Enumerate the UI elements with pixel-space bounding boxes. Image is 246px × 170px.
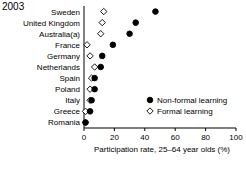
legend-label: Formal learning	[157, 107, 213, 116]
marker	[147, 97, 153, 103]
x-tick-label: 80	[201, 133, 210, 142]
category-label: Poland	[55, 85, 80, 94]
marker	[91, 64, 97, 70]
x-tick	[84, 128, 85, 131]
category-label: United Kingdom	[23, 19, 80, 28]
x-tick-label: 60	[171, 133, 180, 142]
marker	[101, 8, 107, 14]
marker	[82, 119, 88, 125]
marker	[133, 20, 139, 26]
x-tick	[205, 128, 206, 131]
marker	[99, 19, 105, 25]
category-label: Sweden	[51, 8, 80, 17]
marker	[153, 9, 159, 15]
title: 2003	[2, 1, 25, 12]
category-label: Romania	[48, 118, 81, 127]
marker	[147, 108, 153, 114]
chart: 2003 0 20 40 60 80 100 Participation rate, 25–6…	[0, 0, 246, 170]
legend-label: Non-formal learning	[157, 96, 227, 105]
marker	[98, 64, 104, 70]
x-tick	[175, 128, 176, 131]
x-axis	[84, 128, 236, 129]
x-axis-label: Participation rate, 25–64 year olds (%)	[94, 145, 230, 154]
marker	[99, 53, 105, 59]
category-label: Germany	[47, 52, 80, 61]
category-label: Australia(a)	[39, 30, 80, 39]
category-label: Netherlands	[37, 63, 80, 72]
marker	[110, 42, 116, 48]
marker	[127, 31, 133, 37]
marker	[87, 53, 93, 59]
x-tick-label: 20	[110, 133, 119, 142]
marker	[92, 75, 98, 81]
marks	[82, 8, 158, 125]
x-tick-label: 0	[82, 133, 87, 142]
category-label: Spain	[60, 74, 80, 83]
marker	[87, 109, 93, 115]
marker	[98, 31, 104, 37]
marker	[83, 120, 89, 126]
x-tick	[236, 128, 237, 131]
marker	[89, 97, 95, 103]
category-label: France	[55, 41, 80, 50]
marker	[84, 42, 90, 48]
x-tick	[114, 128, 115, 131]
x-tick	[144, 128, 145, 131]
category-label: Greece	[54, 107, 81, 116]
x-tick-label: 100	[229, 133, 243, 142]
category-label: Italy	[65, 96, 80, 105]
x-tick-label: 40	[140, 133, 149, 142]
marker	[92, 86, 98, 92]
legend: Non-formal learning Formal learning	[147, 96, 227, 116]
